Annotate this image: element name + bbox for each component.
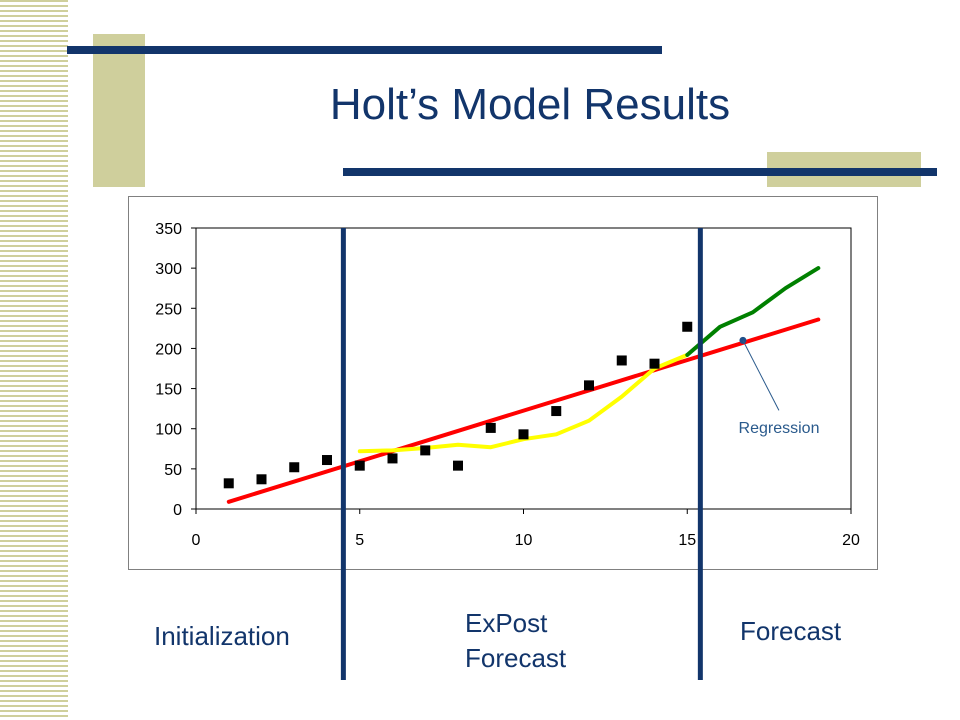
navy-rule-right [343, 168, 937, 176]
tan-block-top [93, 34, 145, 187]
x-tick-label: 20 [842, 532, 860, 549]
forecast-text: Forecast [740, 616, 842, 646]
data-point [420, 445, 431, 456]
y-tick-label: 50 [164, 462, 182, 479]
expost-line2: Forecast [465, 643, 567, 674]
data-point [387, 453, 398, 464]
data-point [485, 422, 496, 433]
y-tick-label: 0 [173, 502, 182, 519]
annotation-label: Regression [739, 420, 820, 437]
data-point [518, 429, 529, 440]
data-point [453, 460, 463, 471]
y-tick-label: 100 [155, 422, 182, 439]
x-tick-label: 5 [355, 532, 364, 549]
data-point [223, 478, 234, 489]
data-point [354, 460, 365, 471]
data-point [682, 321, 693, 332]
x-tick-label: 10 [515, 532, 533, 549]
data-point [256, 474, 267, 485]
annotation-leader-line [742, 340, 780, 411]
label-forecast: Forecast [740, 614, 841, 649]
data-point [289, 462, 300, 473]
data-point [649, 358, 660, 369]
data-point [584, 380, 594, 391]
initialization-text: Initialization [154, 621, 290, 651]
x-tick-label: 0 [192, 532, 201, 549]
expost-line1: ExPost [465, 608, 548, 638]
y-tick-label: 300 [155, 261, 182, 278]
slide-title: Holt’s Model Results [329, 80, 731, 129]
y-tick-label: 250 [155, 301, 182, 318]
series-line-3 [685, 266, 821, 357]
data-point [551, 406, 562, 417]
y-tick-label: 200 [155, 341, 182, 358]
left-stripe-decoration [0, 0, 68, 720]
y-tick-label: 150 [155, 382, 182, 399]
series-line-1 [226, 317, 821, 504]
navy-rule-top [67, 46, 662, 54]
x-tick-label: 15 [678, 532, 696, 549]
label-expost-forecast: ExPost Forecast [465, 606, 566, 676]
data-point [616, 355, 627, 366]
data-point [322, 455, 332, 466]
y-tick-label: 350 [155, 221, 182, 238]
chart-frame [128, 196, 878, 570]
label-initialization: Initialization [154, 619, 290, 654]
